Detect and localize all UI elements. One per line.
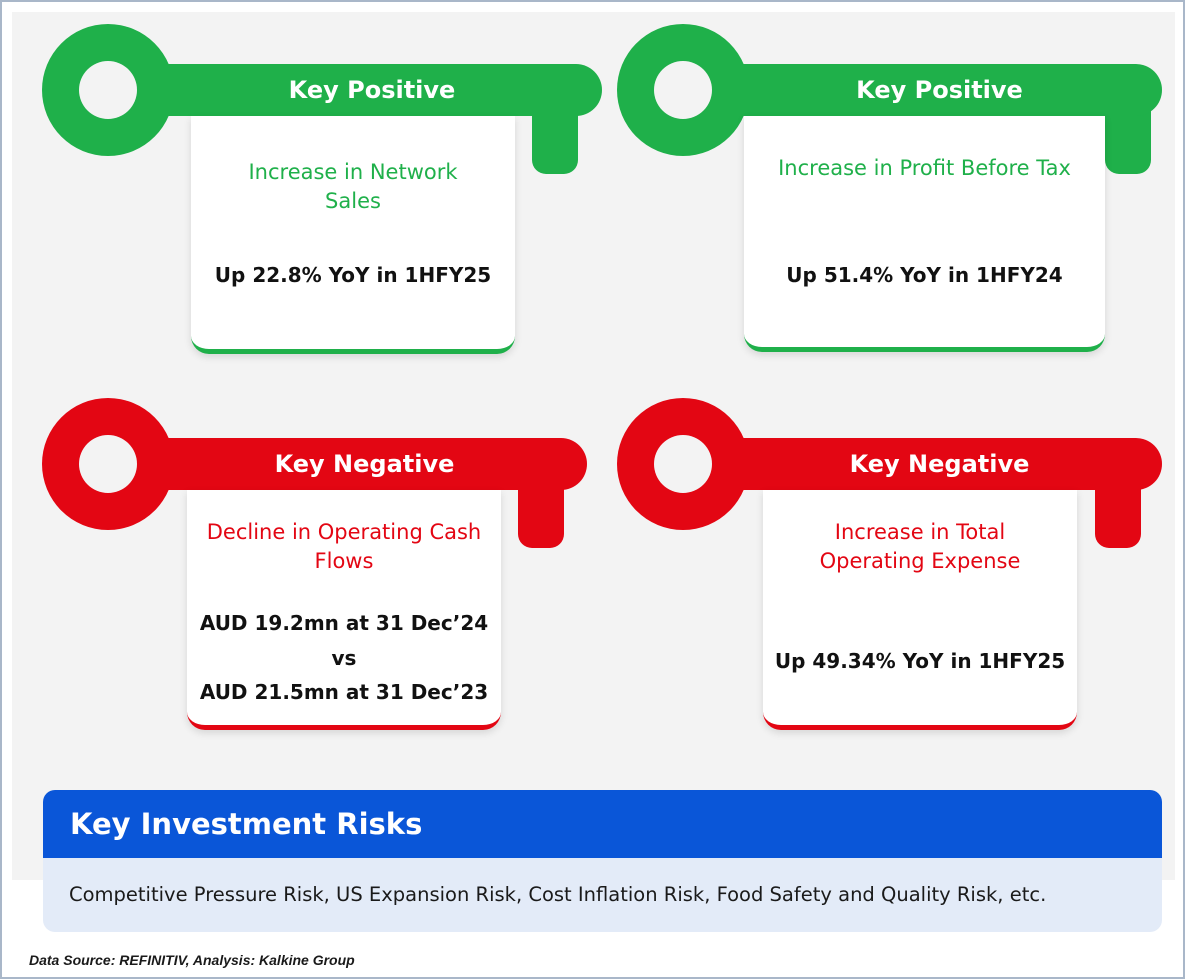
key-negative-1: Key Negative [42, 398, 587, 548]
key-label-bar: Key Negative [717, 438, 1162, 490]
key-label-bar: Key Negative [142, 438, 587, 490]
key-positive-1: Key Positive [42, 24, 602, 174]
key-label: Key Negative [274, 450, 455, 478]
key-label: Key Negative [849, 450, 1030, 478]
key-label-bar: Key Positive [717, 64, 1162, 116]
card-value-line-1: AUD 19.2mn at 31 Dec’24 [199, 611, 489, 635]
data-source-note: Data Source: REFINITIV, Analysis: Kalkin… [29, 952, 355, 968]
card-heading: Increase in Profit Before Tax [778, 156, 1071, 180]
positive-card-1: Increase in Network Sales Up 22.8% YoY i… [191, 116, 515, 354]
card-value-line-2: vs [331, 646, 357, 670]
risks-body: Competitive Pressure Risk, US Expansion … [43, 858, 1162, 932]
card-value: Up 51.4% YoY in 1HFY24 [786, 263, 1063, 287]
key-positive-2: Key Positive [617, 24, 1177, 174]
card-value: Up 22.8% YoY in 1HFY25 [214, 263, 492, 287]
positive-card-2: Increase in Profit Before Tax Up 51.4% Y… [744, 116, 1105, 352]
key-label: Key Positive [288, 76, 456, 104]
card-heading: Increase in Total Operating Expense [819, 520, 1021, 573]
card-heading: Increase in Network Sales [248, 160, 458, 213]
key-label-bar: Key Positive [142, 64, 602, 116]
card-value-line-3: AUD 21.5mn at 31 Dec’23 [199, 680, 489, 704]
card-value: Up 49.34% YoY in 1HFY25 [774, 649, 1066, 673]
key-label: Key Positive [856, 76, 1023, 104]
negative-card-2: Increase in Total Operating Expense Up 4… [763, 490, 1077, 730]
card-heading: Decline in Operating Cash Flows [206, 520, 482, 573]
key-negative-2: Key Negative [617, 398, 1177, 548]
negative-card-1: Decline in Operating Cash Flows AUD 19.2… [187, 490, 501, 730]
risks-title: Key Investment Risks [43, 790, 1162, 858]
